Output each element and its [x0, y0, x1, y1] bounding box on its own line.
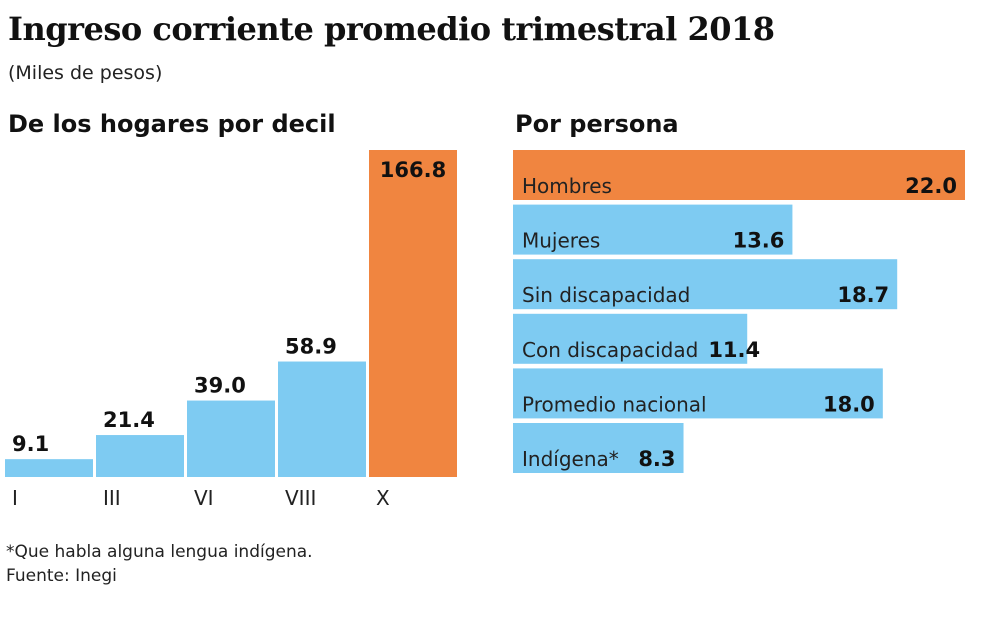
bar-value-label: 58.9 [285, 335, 337, 359]
category-label: Hombres [522, 174, 612, 198]
source: Fuente: Inegi [6, 566, 117, 586]
left-chart-title: De los hogares por decil [8, 110, 336, 138]
hbar-Con discapacidad [513, 313, 748, 364]
bar-value-label: 18.7 [837, 283, 889, 307]
category-label: Sin discapacidad [522, 283, 690, 307]
right-chart-title: Por persona [515, 110, 679, 138]
bar-VI [187, 400, 275, 477]
bar-value-label: 8.3 [638, 447, 675, 471]
category-label: Con discapacidad [522, 338, 698, 362]
category-label: Promedio nacional [522, 392, 707, 416]
footnote: *Que habla alguna lengua indígena. [6, 542, 313, 562]
bar-value-label: 13.6 [733, 229, 785, 253]
chart-title: Ingreso corriente promedio trimestral 20… [8, 10, 775, 48]
bar-III [96, 435, 184, 477]
bar-value-label: 11.4 [708, 338, 760, 362]
x-tick-label: X [376, 486, 390, 510]
hbar-Indígena* [513, 423, 684, 473]
bar-value-label: 39.0 [194, 374, 246, 398]
hbar-Promedio nacional [513, 368, 883, 419]
hbar-Mujeres [513, 204, 793, 255]
bar-value-label: 18.0 [823, 392, 875, 416]
bar-value-label: 166.8 [380, 158, 446, 182]
bar-value-label: 9.1 [12, 432, 49, 456]
bar-X [369, 150, 457, 477]
category-label: Indígena* [522, 447, 619, 471]
x-tick-label: I [12, 486, 18, 510]
hbar-Sin discapacidad [513, 259, 898, 310]
bar-value-label: 21.4 [103, 408, 155, 432]
chart-subtitle: (Miles de pesos) [8, 62, 163, 84]
bar-value-label: 22.0 [905, 174, 957, 198]
category-label: Mujeres [522, 229, 600, 253]
bar-I [5, 459, 93, 477]
x-tick-label: VI [194, 486, 214, 510]
x-tick-label: VIII [285, 486, 316, 510]
x-tick-label: III [103, 486, 121, 510]
bar-VIII [278, 361, 366, 477]
hbar-Hombres [513, 150, 965, 200]
